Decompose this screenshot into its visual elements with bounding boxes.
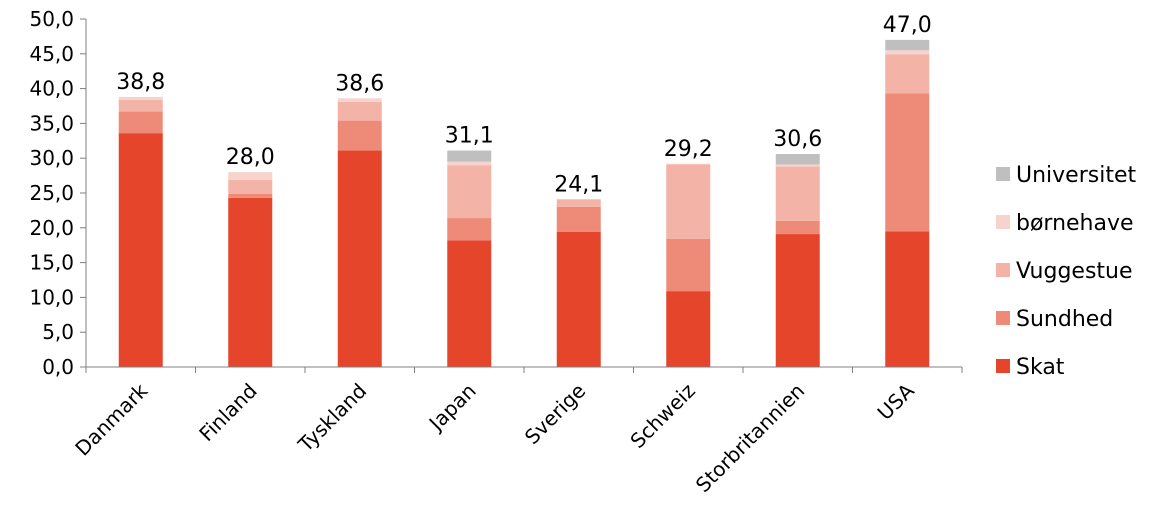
legend-swatch-universitet bbox=[996, 167, 1010, 181]
bar-segment-skat-finland bbox=[228, 197, 273, 367]
legend-label-skat: Skat bbox=[1016, 355, 1065, 380]
y-tick-label: 15,0 bbox=[29, 251, 74, 275]
bar-segment-vuggestue-japan bbox=[447, 165, 492, 219]
category-label-storbritannien: Storbritannien bbox=[691, 379, 809, 497]
total-label-tyskland: 38,6 bbox=[335, 71, 384, 96]
bar-segment-børnehave-usa bbox=[885, 50, 930, 55]
legend-label-sundhed: Sundhed bbox=[1016, 307, 1113, 332]
bar-segment-skat-sverige bbox=[556, 231, 601, 367]
bar-segment-vuggestue-sverige bbox=[556, 199, 601, 207]
bar-segment-universitet-usa bbox=[885, 39, 930, 51]
total-label-danmark: 38,8 bbox=[116, 70, 165, 95]
axes-layer: 0,0 5,0 10,0 15,0 20,0 25,0 30,0 35,0 40,0 45,0 50… bbox=[29, 7, 963, 379]
y-tick-label: 5,0 bbox=[42, 320, 74, 344]
bar-segment-sundhed-tyskland bbox=[337, 120, 382, 151]
legend-swatch-børnehave bbox=[996, 215, 1010, 229]
y-tick-label: 10,0 bbox=[29, 285, 74, 309]
bar-segment-skat-storbritannien bbox=[775, 234, 820, 367]
y-tick-label: 45,0 bbox=[29, 42, 74, 66]
bar-segment-børnehave-storbritannien bbox=[775, 164, 820, 167]
y-tick-label: 40,0 bbox=[29, 77, 74, 101]
total-label-usa: 47,0 bbox=[883, 13, 932, 38]
bar-segment-sundhed-danmark bbox=[118, 111, 163, 134]
category-label-usa: USA bbox=[873, 378, 919, 424]
bars-layer bbox=[118, 39, 930, 367]
bar-segment-sundhed-usa bbox=[885, 93, 930, 232]
bar-segment-børnehave-japan bbox=[447, 161, 492, 166]
legend-label-vuggestue: Vuggestue bbox=[1016, 259, 1133, 284]
bar-segment-vuggestue-danmark bbox=[118, 99, 163, 112]
y-tick-label: 50,0 bbox=[29, 7, 74, 31]
bar-segment-skat-schweiz bbox=[666, 291, 711, 367]
bar-segment-børnehave-tyskland bbox=[337, 98, 382, 102]
category-label-sverige: Sverige bbox=[520, 379, 590, 449]
bar-segment-vuggestue-tyskland bbox=[337, 101, 382, 121]
bar-segment-børnehave-finland bbox=[228, 172, 273, 180]
bar-segment-universitet-japan bbox=[447, 150, 492, 162]
bar-segment-børnehave-schweiz bbox=[666, 163, 711, 165]
bar-segment-skat-danmark bbox=[118, 133, 163, 367]
bar-segment-vuggestue-usa bbox=[885, 54, 930, 94]
category-label-schweiz: Schweiz bbox=[625, 379, 699, 453]
bar-segment-vuggestue-finland bbox=[228, 179, 273, 194]
legend-swatch-sundhed bbox=[996, 311, 1010, 325]
category-label-tyskland: Tyskland bbox=[293, 379, 372, 458]
bar-segment-sundhed-storbritannien bbox=[775, 220, 820, 235]
legend-swatch-vuggestue bbox=[996, 263, 1010, 277]
bar-segment-skat-tyskland bbox=[337, 150, 382, 367]
total-label-japan: 31,1 bbox=[445, 124, 494, 149]
bar-segment-universitet-storbritannien bbox=[775, 154, 820, 165]
category-label-japan: Japan bbox=[423, 379, 481, 437]
legend: Universitet børnehave Vuggestue Sundhed Skat bbox=[996, 163, 1136, 380]
bar-segment-sundhed-sverige bbox=[556, 206, 601, 232]
bar-segment-sundhed-finland bbox=[228, 193, 273, 198]
bar-segment-skat-usa bbox=[885, 231, 930, 367]
y-tick-label: 25,0 bbox=[29, 181, 74, 205]
bar-segment-vuggestue-schweiz bbox=[666, 164, 711, 239]
y-tick-label: 20,0 bbox=[29, 216, 74, 240]
y-tick-label: 35,0 bbox=[29, 111, 74, 135]
y-tick-label: 0,0 bbox=[42, 355, 74, 379]
category-label-danmark: Danmark bbox=[70, 378, 152, 460]
legend-label-børnehave: børnehave bbox=[1016, 211, 1134, 236]
total-label-schweiz: 29,2 bbox=[664, 137, 713, 162]
legend-label-universitet: Universitet bbox=[1016, 163, 1136, 188]
bar-segment-sundhed-japan bbox=[447, 218, 492, 241]
y-tick-label: 30,0 bbox=[29, 146, 74, 170]
legend-swatch-skat bbox=[996, 359, 1010, 373]
bar-segment-vuggestue-storbritannien bbox=[775, 166, 820, 221]
bar-segment-skat-japan bbox=[447, 240, 492, 367]
total-label-finland: 28,0 bbox=[226, 145, 275, 170]
bar-segment-børnehave-danmark bbox=[118, 96, 163, 100]
total-label-storbritannien: 30,6 bbox=[773, 127, 822, 152]
bar-segment-sundhed-schweiz bbox=[666, 238, 711, 292]
category-label-finland: Finland bbox=[194, 379, 262, 447]
total-label-sverige: 24,1 bbox=[554, 172, 603, 197]
